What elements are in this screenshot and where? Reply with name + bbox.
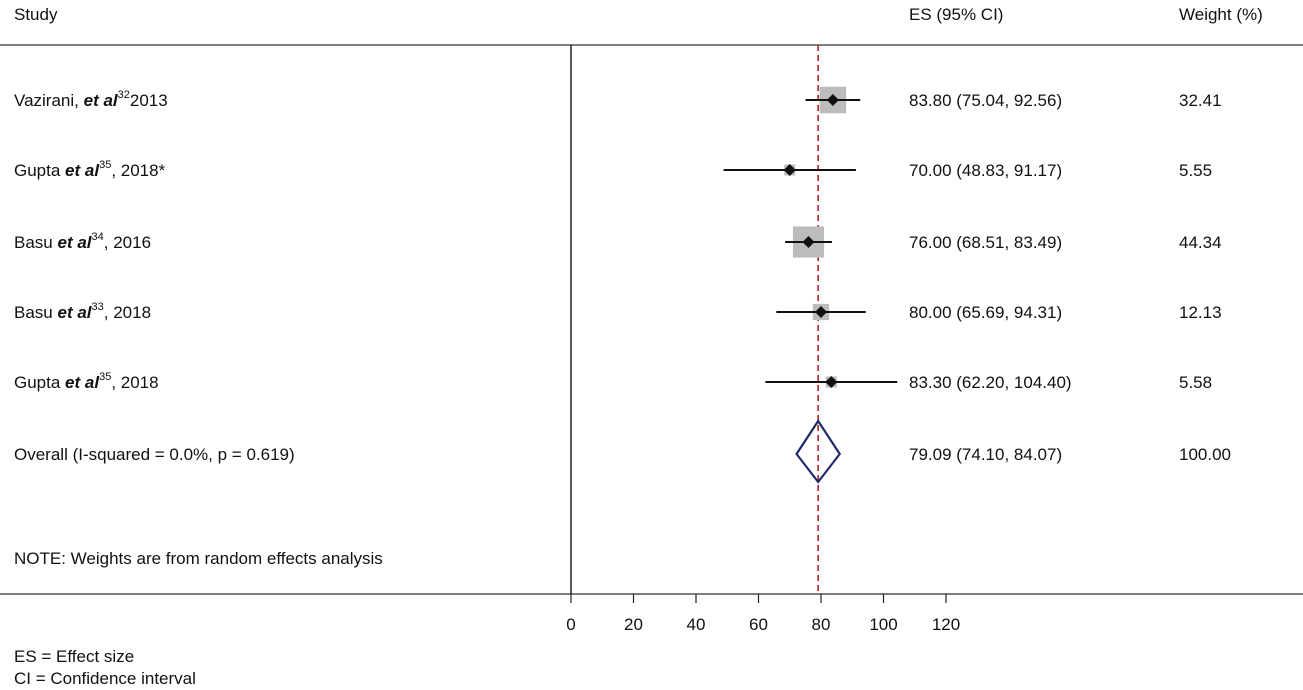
point-estimate (826, 94, 839, 106)
weight-text: 12.13 (1179, 303, 1222, 322)
weight-text: 5.55 (1179, 161, 1212, 180)
x-tick-label: 60 (749, 615, 768, 634)
study-author: Basu (14, 303, 57, 322)
point-estimate (783, 164, 796, 176)
es-ci-text: 76.00 (68.51, 83.49) (909, 233, 1062, 252)
footnote-es: ES = Effect size (14, 647, 134, 666)
study-etal: et al (65, 161, 100, 180)
study-label: Gupta et al35, 2018 (14, 371, 159, 392)
study-year: , 2018 (111, 373, 158, 392)
study-author: Gupta (14, 161, 65, 180)
es-ci-text: 83.80 (75.04, 92.56) (909, 91, 1062, 110)
footnote-ci: CI = Confidence interval (14, 669, 196, 688)
study-ref: 34 (92, 231, 104, 243)
x-tick-label: 80 (812, 615, 831, 634)
study-label: Gupta et al35, 2018* (14, 159, 166, 180)
header-es: ES (95% CI) (909, 5, 1003, 24)
study-ref: 35 (99, 371, 111, 383)
x-tick-label: 0 (566, 615, 575, 634)
point-estimate (815, 306, 827, 318)
study-etal: et al (84, 91, 119, 110)
weight-text: 5.58 (1179, 373, 1212, 392)
study-label: Basu et al34, 2016 (14, 231, 151, 252)
x-tick-label: 100 (869, 615, 897, 634)
study-label: Vazirani, et al322013 (14, 89, 168, 110)
study-year: 2013 (130, 91, 168, 110)
header-study: Study (14, 5, 58, 24)
overall-es-text: 79.09 (74.10, 84.07) (909, 445, 1062, 464)
overall-label: Overall (I-squared = 0.0%, p = 0.619) (14, 445, 295, 464)
study-etal: et al (65, 373, 100, 392)
overall-diamond (795, 418, 842, 484)
es-ci-text: 70.00 (48.83, 91.17) (909, 161, 1062, 180)
weight-text: 32.41 (1179, 91, 1222, 110)
point-estimate (825, 376, 838, 388)
note-text: NOTE: Weights are from random effects an… (14, 549, 383, 568)
study-etal: et al (57, 233, 92, 252)
header-weight: Weight (%) (1179, 5, 1263, 24)
study-author: Basu (14, 233, 57, 252)
x-tick-label: 120 (932, 615, 960, 634)
study-label: Basu et al33, 2018 (14, 301, 151, 322)
study-ref: 32 (118, 89, 130, 101)
study-year: , 2016 (104, 233, 151, 252)
study-year: , 2018* (111, 161, 165, 180)
study-etal: et al (57, 303, 92, 322)
x-tick-label: 40 (687, 615, 706, 634)
x-tick-label: 20 (624, 615, 643, 634)
study-ref: 35 (99, 159, 111, 171)
study-ref: 33 (92, 301, 104, 313)
es-ci-text: 83.30 (62.20, 104.40) (909, 373, 1072, 392)
point-estimate (802, 236, 815, 248)
overall-weight-text: 100.00 (1179, 445, 1231, 464)
es-ci-text: 80.00 (65.69, 94.31) (909, 303, 1062, 322)
study-author: Vazirani, (14, 91, 84, 110)
study-year: , 2018 (104, 303, 151, 322)
weight-text: 44.34 (1179, 233, 1222, 252)
study-author: Gupta (14, 373, 65, 392)
